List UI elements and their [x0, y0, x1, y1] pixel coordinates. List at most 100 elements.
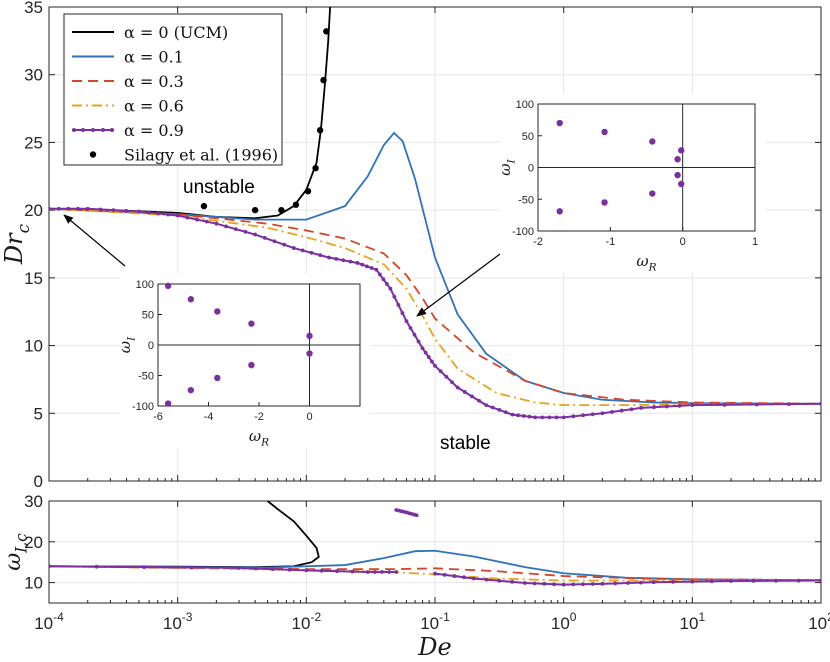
series-marker--0-9 — [253, 566, 258, 571]
series-marker--0-9 — [452, 574, 457, 578]
series-marker--0-9 — [348, 259, 353, 264]
series-marker--0-9 — [751, 578, 756, 583]
series-marker--0-9 — [146, 210, 151, 215]
data-point-silagy — [292, 201, 300, 208]
series-marker--0-9 — [392, 294, 397, 299]
series-marker--0-9 — [414, 513, 419, 518]
legend-marker--0-9 — [91, 128, 95, 132]
series-marker--0-9 — [49, 564, 51, 569]
data-point-silagy — [316, 127, 324, 134]
series-marker--0-9 — [380, 570, 384, 574]
main-ylabel: Drc — [0, 223, 33, 265]
inset-right-ylabel: ωI — [496, 158, 518, 175]
inset-left-eigenvalue-point — [248, 320, 255, 327]
inset-left-x-tick-label: 0 — [306, 411, 312, 423]
legend-marker--0-9 — [81, 128, 85, 132]
series-marker--0-9 — [471, 576, 476, 581]
series-marker--0-9 — [429, 359, 434, 364]
inset-left-background — [120, 274, 370, 448]
series-marker--0-9 — [722, 402, 727, 407]
x-tick-label: 100 — [551, 610, 577, 633]
legend-label-silagy-et-al-1996-: Silagy et al. (1996) — [124, 146, 278, 165]
series-marker--0-9 — [137, 209, 141, 214]
y-tick-label: 20 — [24, 533, 43, 552]
series-marker--0-9 — [372, 570, 377, 574]
series-marker--0-9 — [98, 207, 103, 212]
series-marker--0-9 — [387, 570, 392, 574]
inset-right-x-tick-label: -2 — [533, 236, 543, 248]
y-tick-label: 30 — [24, 66, 43, 85]
series-marker--0-9 — [542, 581, 547, 586]
legend-label--0-9: α = 0.9 — [124, 121, 184, 140]
series-marker--0-9 — [561, 415, 566, 420]
series-marker--0-9 — [600, 581, 605, 586]
inset-left-x-tick-label: -2 — [254, 411, 264, 423]
inset-left-eigenvalue-point — [164, 282, 172, 290]
series-marker--0-9 — [341, 258, 346, 263]
inset-right-eigenvalue-point — [678, 180, 685, 188]
series-marker--0-9 — [189, 565, 194, 570]
series-marker--0-9 — [819, 401, 821, 406]
series-marker--0-9 — [600, 411, 605, 416]
bottom-series — [49, 501, 821, 587]
inset-left-eigenvalue-point — [187, 386, 195, 394]
legend-label--0-1: α = 0.1 — [124, 48, 184, 67]
inset-right-y-tick-label: -100 — [512, 226, 534, 238]
inset-right-y-tick-label: 50 — [522, 131, 534, 143]
series-marker--0-9 — [444, 374, 449, 379]
series-marker--0-9 — [195, 217, 199, 222]
inset-left-y-tick-label: 50 — [142, 310, 154, 322]
legend: α = 0 (UCM) α = 0.1 α = 0.3 α = 0.6 α = 0.9 S… — [63, 13, 283, 166]
inset-right-eigenvalue-point — [674, 171, 681, 179]
inset-right-background — [500, 94, 765, 273]
legend-marker-silagy-et-al-1996- — [89, 151, 97, 158]
x-tick-label: 10-1 — [420, 610, 450, 633]
data-point-silagy — [323, 28, 330, 35]
series-marker--0-9 — [156, 211, 161, 216]
series-marker--0-9 — [394, 570, 399, 574]
series-marker--0-9 — [571, 414, 576, 419]
series-marker--0-9 — [527, 414, 532, 419]
series-marker--0-9 — [175, 213, 180, 218]
series-marker--0-9 — [309, 250, 314, 255]
series-marker--0-9 — [287, 567, 292, 572]
inset-right-eigenvalue-point — [674, 156, 681, 163]
inset-left: -6 -4 -2 0 -100 -50 0 50 100 ωR ωI — [116, 274, 370, 449]
inset-right-eigenvalue-point — [678, 147, 685, 154]
inset-right-eigenvalue-point — [601, 199, 608, 206]
y-tick-label: 0 — [34, 472, 43, 491]
series-marker--0-9 — [111, 208, 116, 213]
series-marker--0-9 — [774, 578, 778, 583]
bottom-panel: 10-4 10-3 10-2 10-1 100 101 102 10 20 30 ωI,c De — [1, 492, 830, 661]
series-marker--0-9 — [477, 398, 481, 403]
series-marker--0-9 — [690, 403, 695, 408]
series-marker--0-9 — [233, 227, 238, 232]
series-marker--0-9 — [166, 212, 170, 217]
inset-right-eigenvalue-point — [601, 128, 608, 136]
series-marker--0-9 — [94, 564, 99, 569]
series-marker--0-9 — [729, 579, 733, 583]
inset-right-eigenvalue-point — [556, 208, 563, 215]
series-marker--0-9 — [377, 272, 382, 277]
bottom-ylabel: ωI,c — [1, 533, 31, 571]
inset-left-ylabel: ωI — [116, 336, 138, 353]
inset-right-x-tick-label: 1 — [752, 236, 758, 248]
series-marker--0-9 — [142, 565, 146, 569]
series-marker--0-9 — [66, 206, 71, 211]
data-point-silagy — [200, 202, 208, 210]
series-marker--0-9 — [547, 415, 552, 420]
y-tick-label: 5 — [34, 404, 43, 423]
series-marker--0-9 — [214, 221, 219, 226]
inset-left-y-tick-label: -50 — [138, 371, 154, 383]
series-marker--0-9 — [754, 402, 759, 407]
inset-left-eigenvalue-point — [306, 332, 313, 340]
series-line--0-6 — [49, 565, 821, 582]
series-marker--0-9 — [629, 407, 634, 412]
series-marker--0-9 — [319, 568, 324, 573]
series-marker--0-9 — [610, 410, 614, 414]
series-line--0-1 — [49, 549, 821, 582]
legend-label--0-3: α = 0.3 — [124, 72, 184, 91]
series-marker--0-9 — [412, 332, 417, 337]
series-marker--0-9 — [433, 363, 437, 368]
series-marker--0-9 — [819, 578, 821, 583]
